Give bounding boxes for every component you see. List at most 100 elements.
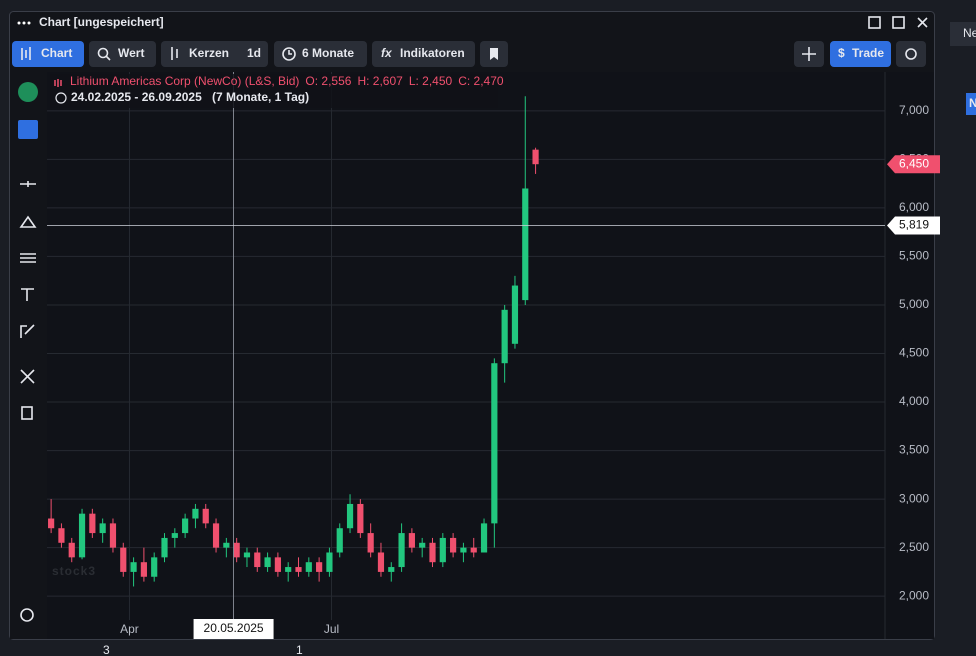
candle-body bbox=[254, 552, 261, 568]
crosshair-price-box bbox=[887, 216, 940, 235]
tools-menu[interactable] bbox=[20, 369, 35, 384]
legend-value: O: 2,556 bbox=[305, 74, 351, 88]
candle-body bbox=[480, 523, 488, 553]
candle-body bbox=[140, 562, 147, 577]
last-price-label: 6,450 bbox=[899, 156, 929, 170]
y-tick-label: 6,000 bbox=[899, 200, 929, 214]
candle-body bbox=[68, 542, 75, 558]
y-tick-label: 7,000 bbox=[899, 103, 929, 117]
candle-body bbox=[408, 533, 415, 548]
x-tick-label: Jul bbox=[324, 622, 339, 636]
candle-body bbox=[223, 542, 230, 548]
settings-button[interactable] bbox=[896, 41, 926, 67]
data-tool[interactable] bbox=[21, 406, 33, 420]
button-label: Chart bbox=[41, 46, 72, 60]
candle-body bbox=[346, 503, 354, 529]
candle-body bbox=[48, 518, 55, 529]
y-tick-label: 3,000 bbox=[899, 491, 929, 505]
shape-tool[interactable] bbox=[19, 215, 37, 228]
trade-button[interactable]: $ Trade bbox=[830, 41, 891, 67]
candle-body bbox=[182, 518, 189, 534]
candle-body bbox=[470, 547, 477, 553]
background-badge-label: N bbox=[969, 96, 976, 110]
candle-body bbox=[274, 557, 281, 572]
y-tick-label: 5,000 bbox=[899, 297, 929, 311]
button-label: Trade bbox=[852, 46, 884, 60]
button-label: Indikatoren bbox=[400, 46, 465, 60]
legend-subtitle: 24.02.2025 - 26.09.2025 bbox=[71, 90, 202, 104]
x-tick-label: Apr bbox=[120, 622, 139, 636]
candle-body bbox=[511, 285, 519, 344]
candle-body bbox=[388, 567, 395, 572]
crosshair-price-label: 5,819 bbox=[899, 218, 929, 232]
indicators-button[interactable]: fx Indikatoren bbox=[372, 41, 475, 67]
candle-body bbox=[460, 547, 467, 553]
bookmark-button[interactable] bbox=[480, 41, 508, 67]
svg-text:fx: fx bbox=[381, 46, 393, 60]
line-tool[interactable] bbox=[20, 181, 36, 187]
legend-background bbox=[50, 74, 498, 108]
candle-body bbox=[439, 537, 446, 563]
candle-body bbox=[305, 562, 312, 572]
crosshair-date-label: 20.05.2025 bbox=[204, 621, 264, 635]
svg-text:$: $ bbox=[838, 46, 845, 60]
measure-tool[interactable] bbox=[20, 324, 35, 338]
detach-button[interactable] bbox=[892, 16, 905, 29]
legend-title: Lithium Americas Corp (NewCo) (L&S, Bid)… bbox=[70, 74, 504, 88]
window-title: Chart [ungespeichert] bbox=[39, 15, 164, 29]
text-tool[interactable] bbox=[21, 288, 34, 301]
logo-icon[interactable] bbox=[18, 82, 38, 102]
crosshair-date-box bbox=[193, 619, 274, 639]
maximize-button[interactable] bbox=[868, 16, 881, 29]
candle-body bbox=[326, 552, 333, 572]
watermark: stock3 bbox=[52, 564, 96, 578]
plot-area bbox=[47, 72, 934, 639]
candle-body bbox=[233, 542, 240, 558]
candle-body bbox=[120, 547, 127, 572]
plot: stock3 2,000 2,500 3,000 3,500 4,000 4,500 5,00… bbox=[47, 72, 940, 639]
add-icon[interactable] bbox=[18, 120, 38, 139]
legend-clock bbox=[55, 92, 67, 104]
fib-tool[interactable] bbox=[20, 253, 36, 263]
candle-body bbox=[295, 567, 302, 572]
legend-name: Lithium Americas Corp (NewCo) (L&S, Bid) bbox=[70, 74, 299, 88]
candle-body bbox=[532, 149, 539, 165]
background-tab bbox=[950, 22, 976, 46]
background-badge bbox=[966, 93, 976, 115]
kerzen-button[interactable]: Kerzen 1d bbox=[161, 41, 268, 67]
candle-body bbox=[264, 557, 271, 568]
theme-toggle[interactable] bbox=[20, 608, 34, 622]
button-label: Wert bbox=[118, 46, 144, 60]
background-tab-label: Ne bbox=[963, 26, 976, 40]
candle-body bbox=[429, 542, 436, 563]
button-label: 1d bbox=[247, 46, 261, 60]
candle-body bbox=[78, 513, 86, 558]
candle-body bbox=[377, 552, 385, 572]
candle-body bbox=[522, 188, 529, 301]
legend-value: C: 2,470 bbox=[458, 74, 504, 88]
candle-body bbox=[109, 523, 117, 548]
candle-body bbox=[501, 309, 508, 364]
legend-period: (7 Monate, 1 Tag) bbox=[212, 90, 309, 104]
candle-body bbox=[419, 542, 426, 548]
chart-button[interactable]: Chart bbox=[12, 41, 84, 67]
candle-body bbox=[171, 533, 178, 538]
y-tick-label: 5,500 bbox=[899, 249, 929, 263]
close-button[interactable] bbox=[917, 17, 928, 28]
y-tick-label: 3,500 bbox=[899, 443, 929, 457]
candle-body bbox=[450, 537, 457, 553]
candle-body bbox=[192, 508, 199, 519]
candle-body bbox=[161, 537, 168, 558]
window-menu[interactable] bbox=[17, 21, 31, 25]
legend-value: H: 2,607 bbox=[357, 74, 403, 88]
candle-body bbox=[89, 513, 96, 534]
candle-body bbox=[151, 557, 158, 577]
candle-body bbox=[367, 533, 374, 553]
last-price-box bbox=[887, 155, 940, 174]
range-button[interactable]: 6 Monate bbox=[274, 41, 367, 67]
candle-body bbox=[202, 508, 209, 524]
ai-button[interactable] bbox=[794, 41, 824, 67]
wert-button[interactable]: Wert bbox=[89, 41, 156, 67]
